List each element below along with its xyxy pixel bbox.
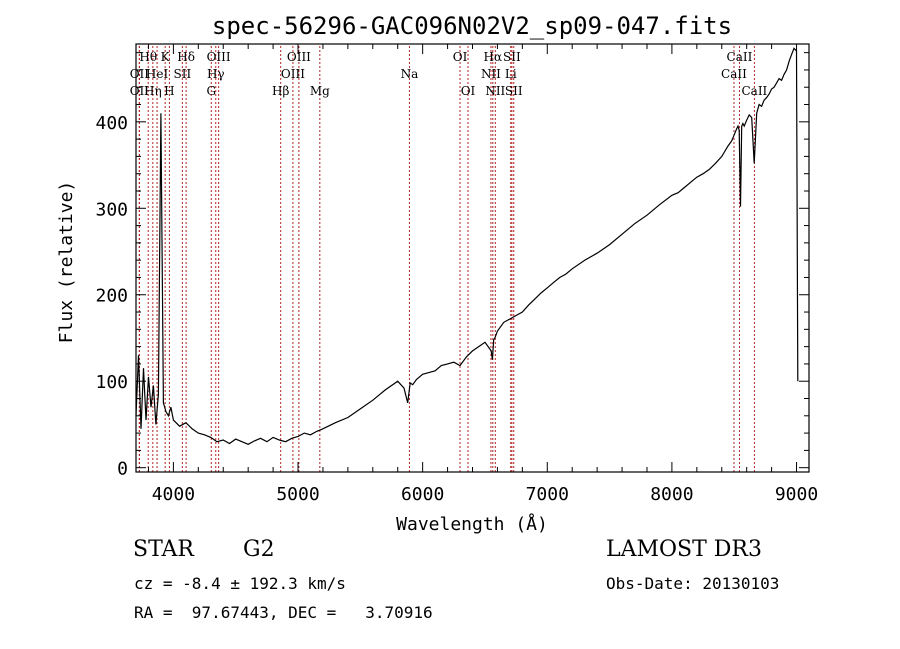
y-tick-label: 200 xyxy=(95,286,128,307)
line-label: NII xyxy=(481,67,501,81)
x-axis-label: Wavelength (Å) xyxy=(396,513,548,535)
plot-frame xyxy=(135,43,810,473)
line-label: G xyxy=(206,84,216,98)
x-tick-label: 8000 xyxy=(650,484,693,505)
line-label: Hδ xyxy=(177,50,195,64)
line-label: SII xyxy=(505,84,523,98)
survey-name: LAMOST DR3 xyxy=(606,537,762,562)
x-tick-label: 4000 xyxy=(152,484,195,505)
y-axis-label: Flux (relative) xyxy=(56,181,77,344)
line-label: OIII xyxy=(281,67,305,81)
y-tick-label: 100 xyxy=(95,372,128,393)
spectral-line-labels: OIIOIIHθHηHeIKHSIIHδGHγOIIIHβOIIIOIIIMgN… xyxy=(130,50,768,98)
object-class: STAR xyxy=(133,537,194,562)
x-tick-label: 6000 xyxy=(401,484,444,505)
y-axis-ticks: 0 100 200 300 400 xyxy=(95,52,809,480)
line-label: CaII xyxy=(741,84,767,98)
line-label: Mg xyxy=(310,84,330,98)
line-label: Hθ xyxy=(139,50,157,64)
object-subclass: G2 xyxy=(243,537,275,562)
line-label: Hγ xyxy=(207,67,225,81)
y-tick-label: 300 xyxy=(95,199,128,220)
line-label: HeI xyxy=(146,67,169,81)
line-label: H xyxy=(164,84,174,98)
line-label: OI xyxy=(453,50,468,64)
line-label: Hη xyxy=(144,84,162,98)
x-tick-label: 5000 xyxy=(276,484,319,505)
x-axis-ticks: 4000 5000 6000 7000 8000 9000 xyxy=(147,44,818,505)
line-label: SII xyxy=(503,50,521,64)
line-label: OIII xyxy=(287,50,311,64)
line-label: Hα xyxy=(484,50,503,64)
y-tick-label: 0 xyxy=(117,459,128,480)
line-label: NII xyxy=(485,84,505,98)
line-label: Li xyxy=(505,67,517,81)
chart-title: spec-56296-GAC096N02V2_sp09-047.fits xyxy=(212,12,732,40)
line-label: CaII xyxy=(727,50,753,64)
line-label: OI xyxy=(461,84,476,98)
redshift-cz: cz = -8.4 ± 192.3 km/s xyxy=(134,574,346,593)
line-label: SII xyxy=(174,67,192,81)
line-label: Hβ xyxy=(272,84,289,98)
line-label: K xyxy=(161,50,171,64)
spectral-line-markers xyxy=(138,46,755,472)
line-label: OII xyxy=(130,84,150,98)
spectrum-series-line xyxy=(135,47,799,445)
line-label: OIII xyxy=(207,50,231,64)
line-label: Na xyxy=(401,67,419,81)
x-tick-label: 7000 xyxy=(526,484,569,505)
line-label: CaII xyxy=(721,67,747,81)
x-tick-label: 9000 xyxy=(775,484,818,505)
observation-date: Obs-Date: 20130103 xyxy=(606,574,780,593)
ra-dec-coordinates: RA = 97.67443, DEC = 3.70916 xyxy=(134,603,433,622)
y-tick-label: 400 xyxy=(95,113,128,134)
line-label: OII xyxy=(130,67,150,81)
